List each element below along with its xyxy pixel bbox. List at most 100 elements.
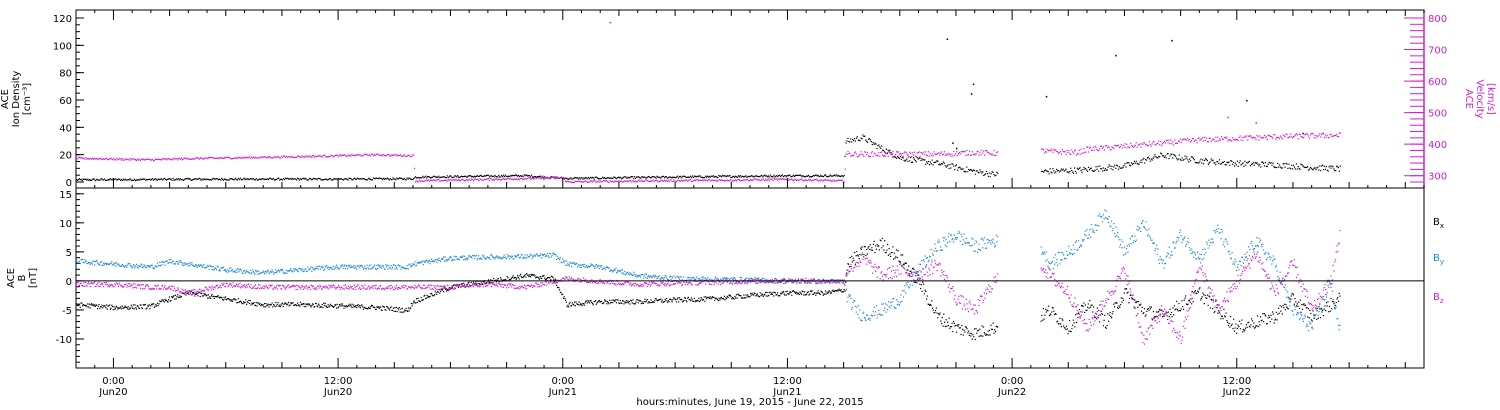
by-point (198, 265, 200, 267)
density-point (674, 176, 676, 178)
density-point (243, 177, 245, 179)
velocity-point (1055, 149, 1057, 151)
velocity-point (575, 180, 578, 183)
velocity-point (621, 181, 623, 183)
density-point (925, 163, 927, 165)
density-point (314, 178, 316, 180)
density-point (269, 177, 271, 179)
bx-point (756, 293, 758, 295)
density-point (356, 177, 358, 179)
velocity-point (1046, 148, 1048, 150)
bx-point (563, 296, 565, 298)
density-point (1297, 166, 1299, 168)
density-point (605, 177, 607, 180)
density-point (963, 170, 965, 172)
velocity-point (873, 152, 875, 154)
velocity-point (397, 154, 399, 156)
bx-point (225, 296, 227, 298)
bx-point (1338, 292, 1340, 294)
bx-point (800, 293, 803, 295)
density-point (303, 177, 305, 179)
velocity-point (322, 155, 324, 157)
velocity-point (666, 180, 668, 182)
velocity-point (987, 151, 989, 153)
density-point (815, 174, 817, 176)
density-point (403, 177, 405, 179)
velocity-point (729, 180, 731, 182)
bx-point (1320, 307, 1322, 309)
density-point (752, 176, 754, 178)
velocity-point (1103, 149, 1105, 151)
bx-point (567, 304, 569, 306)
by-point (76, 260, 78, 262)
bx-point (1085, 309, 1087, 311)
bx-point (243, 301, 245, 303)
by-point (311, 270, 313, 272)
bx-point (109, 308, 111, 310)
density-point (604, 177, 606, 179)
density-point (1228, 161, 1230, 163)
by-point (88, 262, 90, 264)
bx-point (287, 301, 290, 303)
velocity-point (922, 153, 924, 155)
bx-point (131, 306, 133, 308)
bx-point (827, 292, 829, 294)
velocity-point (362, 155, 364, 157)
density-point (621, 177, 623, 179)
density-point (111, 178, 113, 180)
by-point (493, 258, 496, 260)
bx-point (532, 274, 534, 276)
density-point (1291, 164, 1293, 166)
velocity-point (281, 156, 284, 158)
bx-point (1194, 291, 1196, 293)
velocity-point (677, 179, 679, 181)
velocity-point (712, 179, 714, 181)
density-point (900, 158, 902, 160)
by-point (397, 264, 399, 266)
velocity-point (97, 158, 99, 161)
velocity-point (1324, 134, 1326, 136)
velocity-point (353, 154, 355, 157)
velocity-point (358, 154, 360, 156)
by-point (135, 263, 138, 265)
bx-point (767, 295, 769, 297)
density-point (147, 179, 149, 181)
velocity-point (1202, 137, 1204, 139)
density-point (926, 162, 929, 164)
bx-point (347, 305, 349, 308)
bx-point (536, 276, 538, 278)
velocity-point (768, 179, 770, 182)
bx-point (1217, 312, 1219, 314)
bx-point (1242, 331, 1244, 333)
by-point (402, 266, 404, 269)
density-point (862, 134, 864, 136)
density-point (1120, 167, 1122, 169)
velocity-point (744, 180, 746, 182)
bx-point (407, 310, 409, 312)
bx-point (1173, 305, 1176, 307)
bx-point (351, 303, 353, 305)
bx-point (713, 296, 715, 298)
density-point (734, 176, 736, 178)
density-point (171, 179, 173, 181)
by-point (395, 266, 397, 269)
velocity-point (439, 180, 441, 182)
velocity-point (589, 180, 592, 182)
by-point (152, 267, 154, 269)
bx-point (552, 277, 554, 279)
density-point (575, 177, 578, 179)
density-point (456, 176, 458, 178)
bx-point (950, 326, 952, 328)
by-point (456, 258, 458, 260)
by-point (378, 265, 380, 267)
bx-point (690, 300, 692, 302)
bx-point (1288, 297, 1290, 299)
density-point (1248, 161, 1250, 163)
density-point (1076, 167, 1078, 169)
bx-point (521, 276, 523, 278)
velocity-point (595, 181, 597, 184)
density-point (271, 178, 273, 180)
bx-point (668, 301, 670, 303)
density-point (1294, 168, 1296, 170)
density-point (582, 178, 584, 180)
